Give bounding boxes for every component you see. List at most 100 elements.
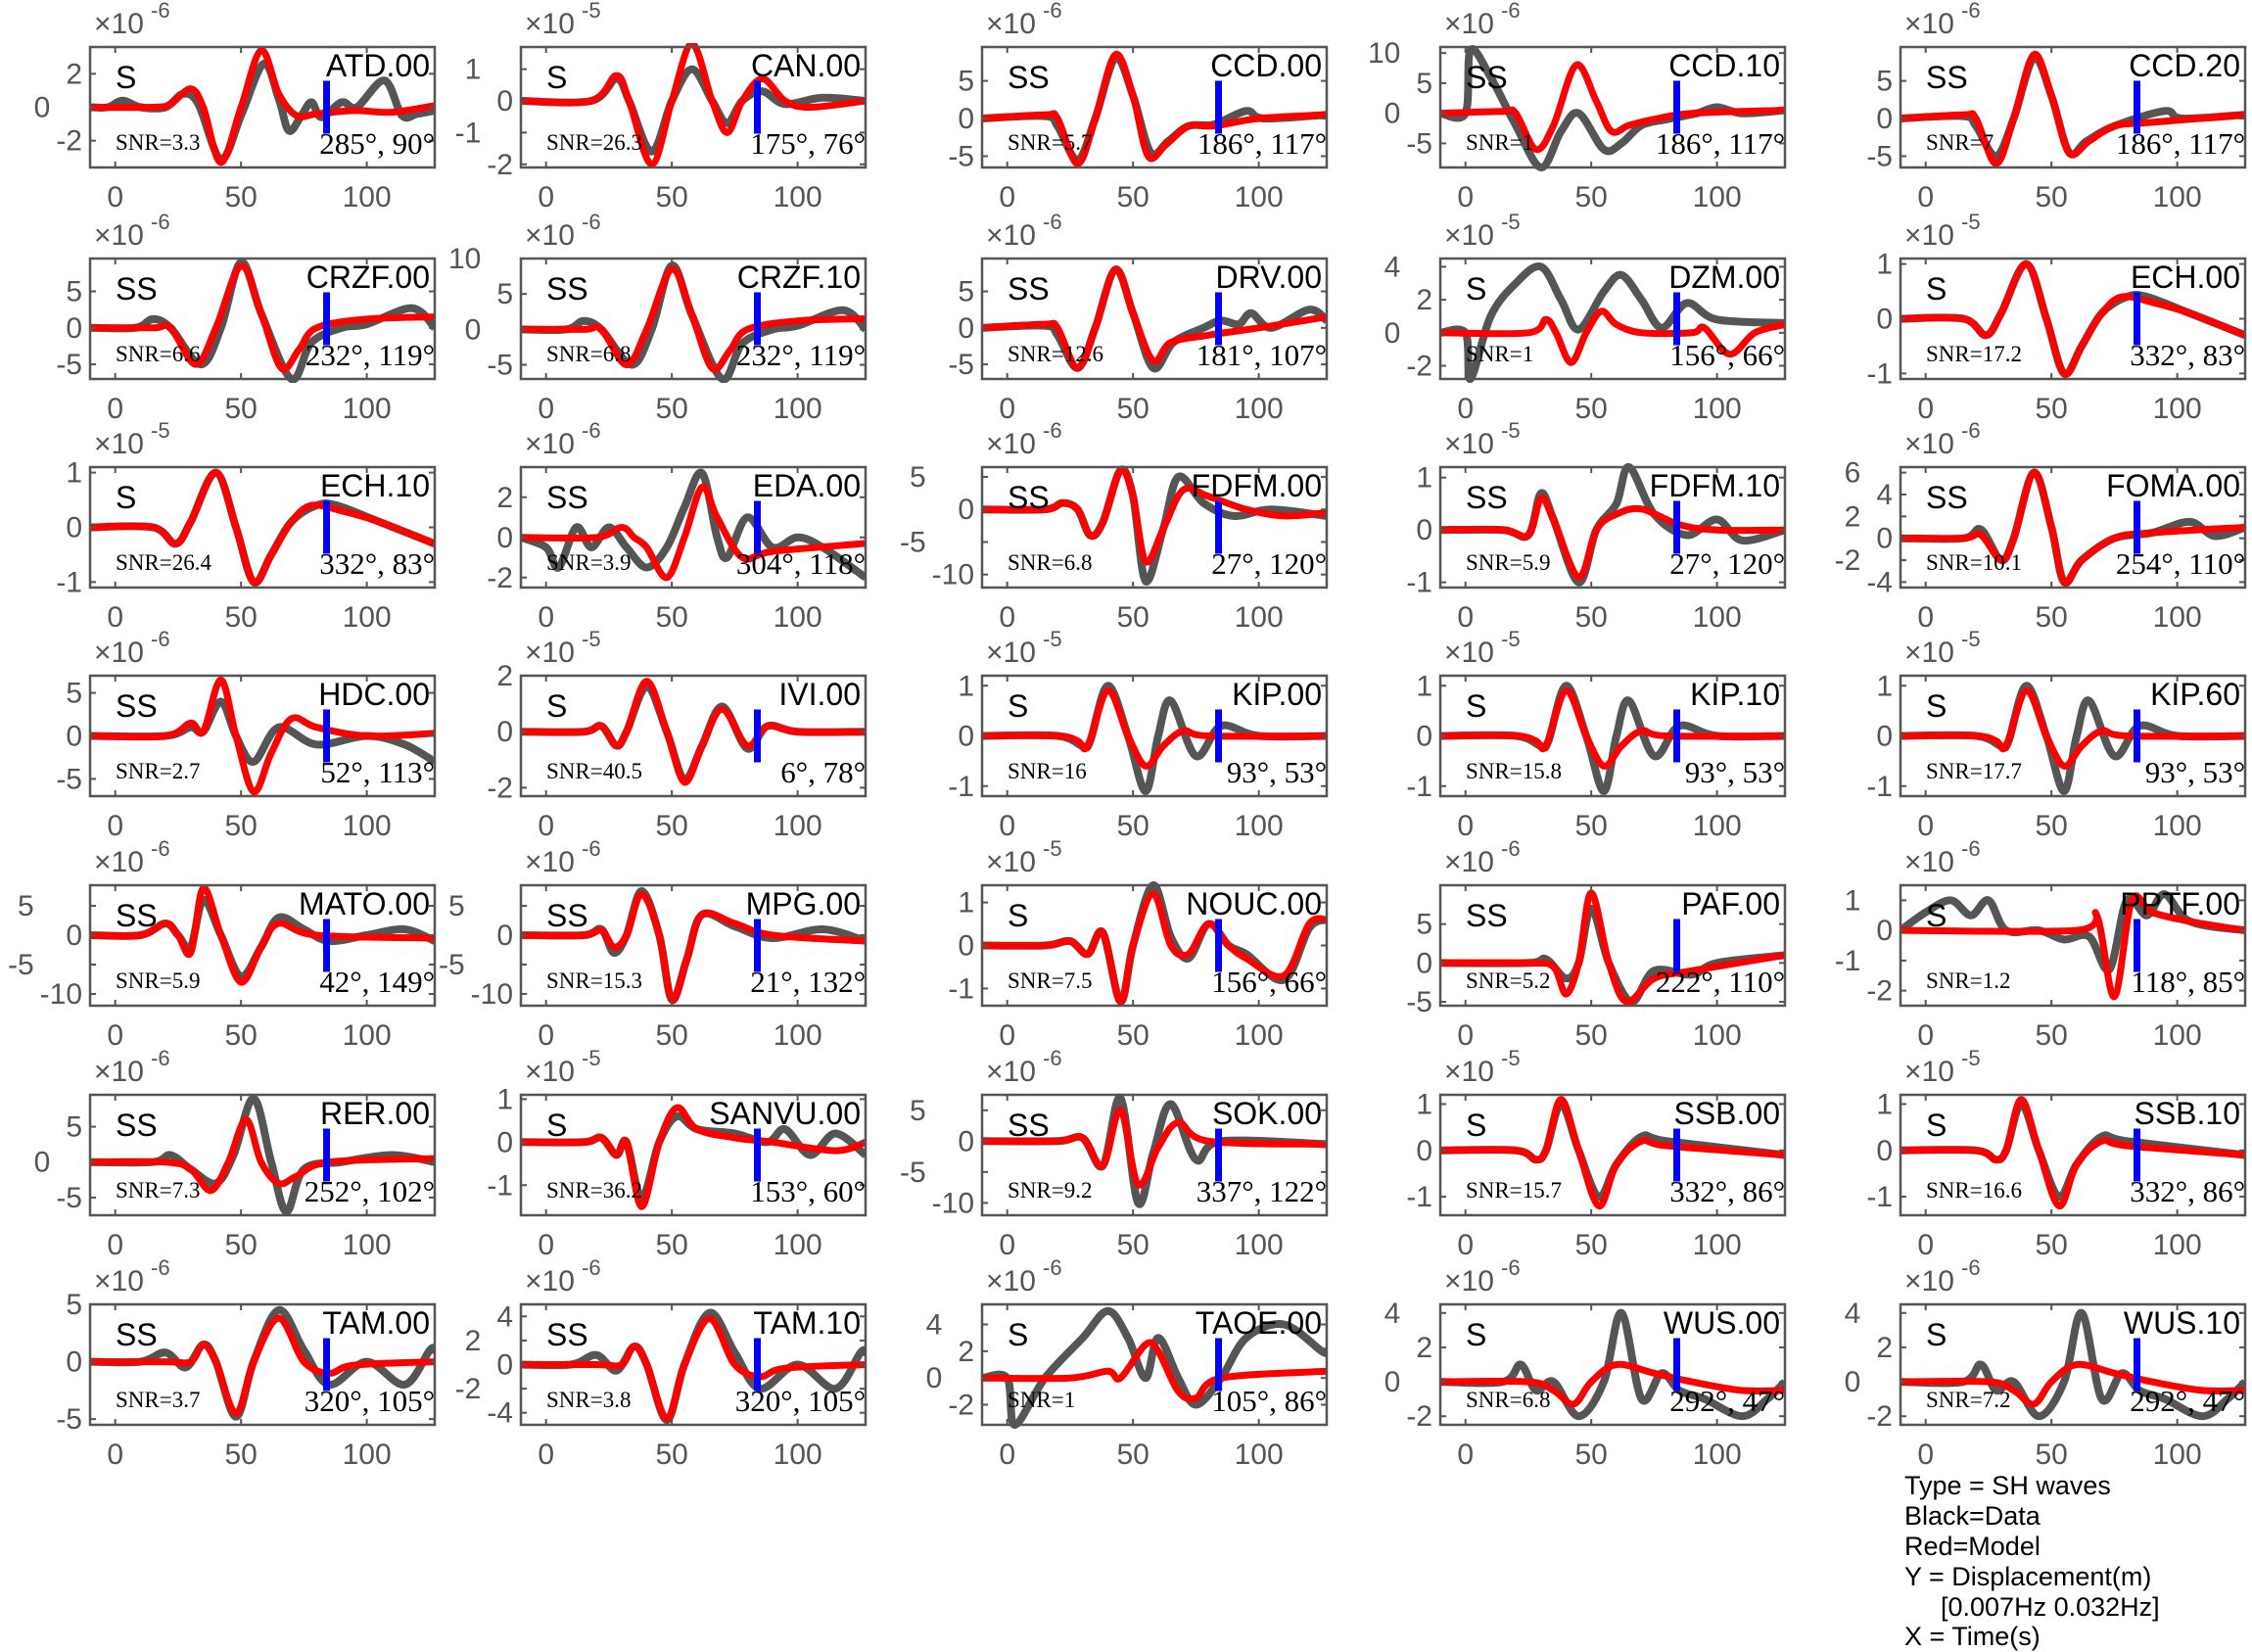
x-tick-label: 0 (538, 810, 554, 842)
x-tick-label: 100 (343, 1229, 392, 1261)
exponent-base: ×10 (525, 8, 575, 40)
y-tick-label: 6 (1845, 457, 1861, 490)
x-tick-label: 0 (999, 1229, 1015, 1261)
station-label: NOUC.00 (1186, 886, 1322, 921)
y-tick-label: 2 (1876, 1332, 1893, 1364)
x-tick-label: 100 (343, 601, 392, 634)
x-tick-label: 50 (224, 1229, 257, 1261)
axes-box (980, 1093, 1329, 1217)
panel-ech-10: ×10 -5 0 50 100 -1 0 1 S ECH.10 SNR=26.4 332°, 83° (56, 418, 437, 634)
x-tick-label: 100 (774, 1439, 822, 1471)
exponent-value: -5 (1043, 836, 1062, 861)
snr-label: SNR=5.9 (1466, 550, 1550, 575)
x-tick-label: 50 (655, 601, 687, 634)
phase-label: SS (546, 271, 588, 307)
model-trace (982, 265, 1327, 372)
y-tick-label: 1 (1876, 249, 1893, 281)
station-label: SSB.00 (1673, 1096, 1780, 1131)
x-tick-label: 0 (538, 393, 554, 425)
model-trace (1900, 892, 2245, 1001)
exponent-value: -5 (582, 1046, 601, 1070)
phase-label: SS (116, 271, 158, 307)
x-tick-label: 100 (774, 810, 822, 842)
exponent-value: -6 (1501, 0, 1521, 23)
snr-label: SNR=40.5 (546, 759, 642, 783)
y-tick-label: 0 (66, 920, 82, 952)
y-tick-label: -1 (948, 972, 974, 1005)
x-tick-label: 100 (1693, 1229, 1742, 1261)
exponent-value: -6 (1043, 1046, 1062, 1070)
legend-line: Type = SH waves (1904, 1471, 2111, 1500)
y-tick-label: -5 (1406, 986, 1432, 1018)
exponent-base: ×10 (986, 846, 1036, 878)
y-tick-label: 1 (958, 670, 974, 702)
model-trace (982, 51, 1327, 167)
panel-crzf-00: ×10 -6 0 50 100 -5 0 5 SS CRZF.00 SNR=6.6 232°, 119… (56, 210, 437, 425)
x-tick-label: 0 (1457, 1019, 1474, 1052)
station-label: CRZF.00 (306, 260, 430, 295)
angles-label: 42°, 149° (319, 965, 435, 999)
axes-box (1438, 257, 1787, 381)
station-label: FDFM.10 (1650, 468, 1780, 503)
y-tick-label: 4 (926, 1309, 943, 1342)
model-trace (1440, 1360, 1785, 1408)
snr-label: SNR=26.3 (546, 130, 642, 155)
model-trace (521, 1104, 866, 1210)
angles-label: 332°, 83° (2130, 338, 2245, 372)
exponent-value: -6 (151, 627, 170, 651)
phase-label: S (1008, 898, 1028, 933)
angles-label: 156°, 66° (1669, 338, 1785, 372)
model-trace (90, 46, 435, 166)
exponent-base: ×10 (1444, 8, 1494, 40)
axes-box (1899, 465, 2247, 590)
exponent-base: ×10 (94, 637, 144, 669)
exponent-value: -5 (1501, 1046, 1521, 1070)
exponent-base: ×10 (986, 8, 1036, 40)
exponent-base: ×10 (94, 1265, 144, 1298)
x-tick-label: 100 (1693, 393, 1742, 425)
snr-label: SNR=15.3 (546, 968, 642, 993)
y-tick-label: -5 (8, 949, 34, 981)
y-tick-label: 0 (496, 522, 513, 554)
y-tick-label: -2 (455, 1373, 482, 1405)
y-tick-label: 0 (496, 1126, 513, 1158)
y-tick-label: 0 (958, 312, 974, 345)
x-tick-label: 100 (1235, 601, 1284, 634)
model-trace (982, 1339, 1327, 1403)
y-tick-label: -2 (56, 125, 82, 158)
x-tick-label: 0 (999, 1019, 1015, 1052)
panel-drv-00: ×10 -6 0 50 100 -5 0 5 SS DRV.00 SNR=12.6 181°, 107… (948, 210, 1329, 425)
model-trace (521, 890, 866, 1004)
axes-box (980, 465, 1329, 590)
y-tick-label: 0 (1384, 317, 1401, 350)
model-trace (1900, 1360, 2245, 1408)
y-tick-label: -1 (1406, 771, 1432, 803)
angles-label: 175°, 76° (750, 126, 866, 161)
model-trace (521, 483, 866, 582)
exponent-base: ×10 (525, 637, 575, 669)
y-tick-label: 5 (66, 276, 82, 308)
axes-box (1899, 1093, 2247, 1217)
axes-box (519, 45, 868, 169)
data-trace (1900, 1308, 2245, 1421)
angles-label: 222°, 110° (1656, 965, 1785, 999)
exponent-value: -5 (582, 627, 601, 651)
exponent-value: -6 (1043, 1255, 1062, 1280)
x-tick-label: 50 (2035, 181, 2067, 213)
snr-label: SNR=16.6 (1926, 1178, 2022, 1203)
phase-label: S (116, 480, 136, 515)
x-tick-label: 0 (1917, 1019, 1934, 1052)
x-tick-label: 0 (107, 1229, 123, 1261)
y-tick-label: -2 (1866, 975, 1893, 1008)
x-tick-label: 100 (1235, 181, 1284, 213)
y-tick-label: 0 (34, 1147, 51, 1179)
angles-label: 337°, 122° (1196, 1174, 1327, 1208)
x-tick-label: 0 (999, 1439, 1015, 1471)
snr-label: SNR=2.7 (116, 759, 200, 783)
legend-line: Y = Displacement(m) (1904, 1562, 2151, 1591)
angles-label: 232°, 119° (736, 338, 866, 372)
x-tick-label: 0 (1917, 393, 1934, 425)
snr-label: SNR=3.7 (116, 1388, 200, 1412)
